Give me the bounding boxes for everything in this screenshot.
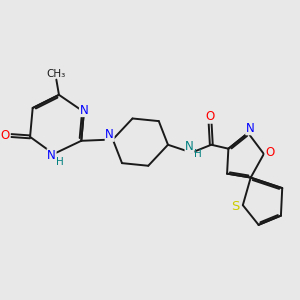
Text: N: N bbox=[246, 122, 255, 135]
Text: N: N bbox=[47, 149, 56, 162]
Text: O: O bbox=[265, 146, 274, 159]
Text: H: H bbox=[56, 157, 64, 167]
Text: H: H bbox=[194, 149, 201, 159]
Text: N: N bbox=[80, 103, 88, 117]
Text: O: O bbox=[206, 110, 214, 123]
Text: S: S bbox=[231, 200, 240, 213]
Text: O: O bbox=[1, 128, 10, 142]
Text: N: N bbox=[185, 140, 194, 153]
Text: CH₃: CH₃ bbox=[46, 69, 65, 79]
Text: N: N bbox=[105, 128, 114, 141]
